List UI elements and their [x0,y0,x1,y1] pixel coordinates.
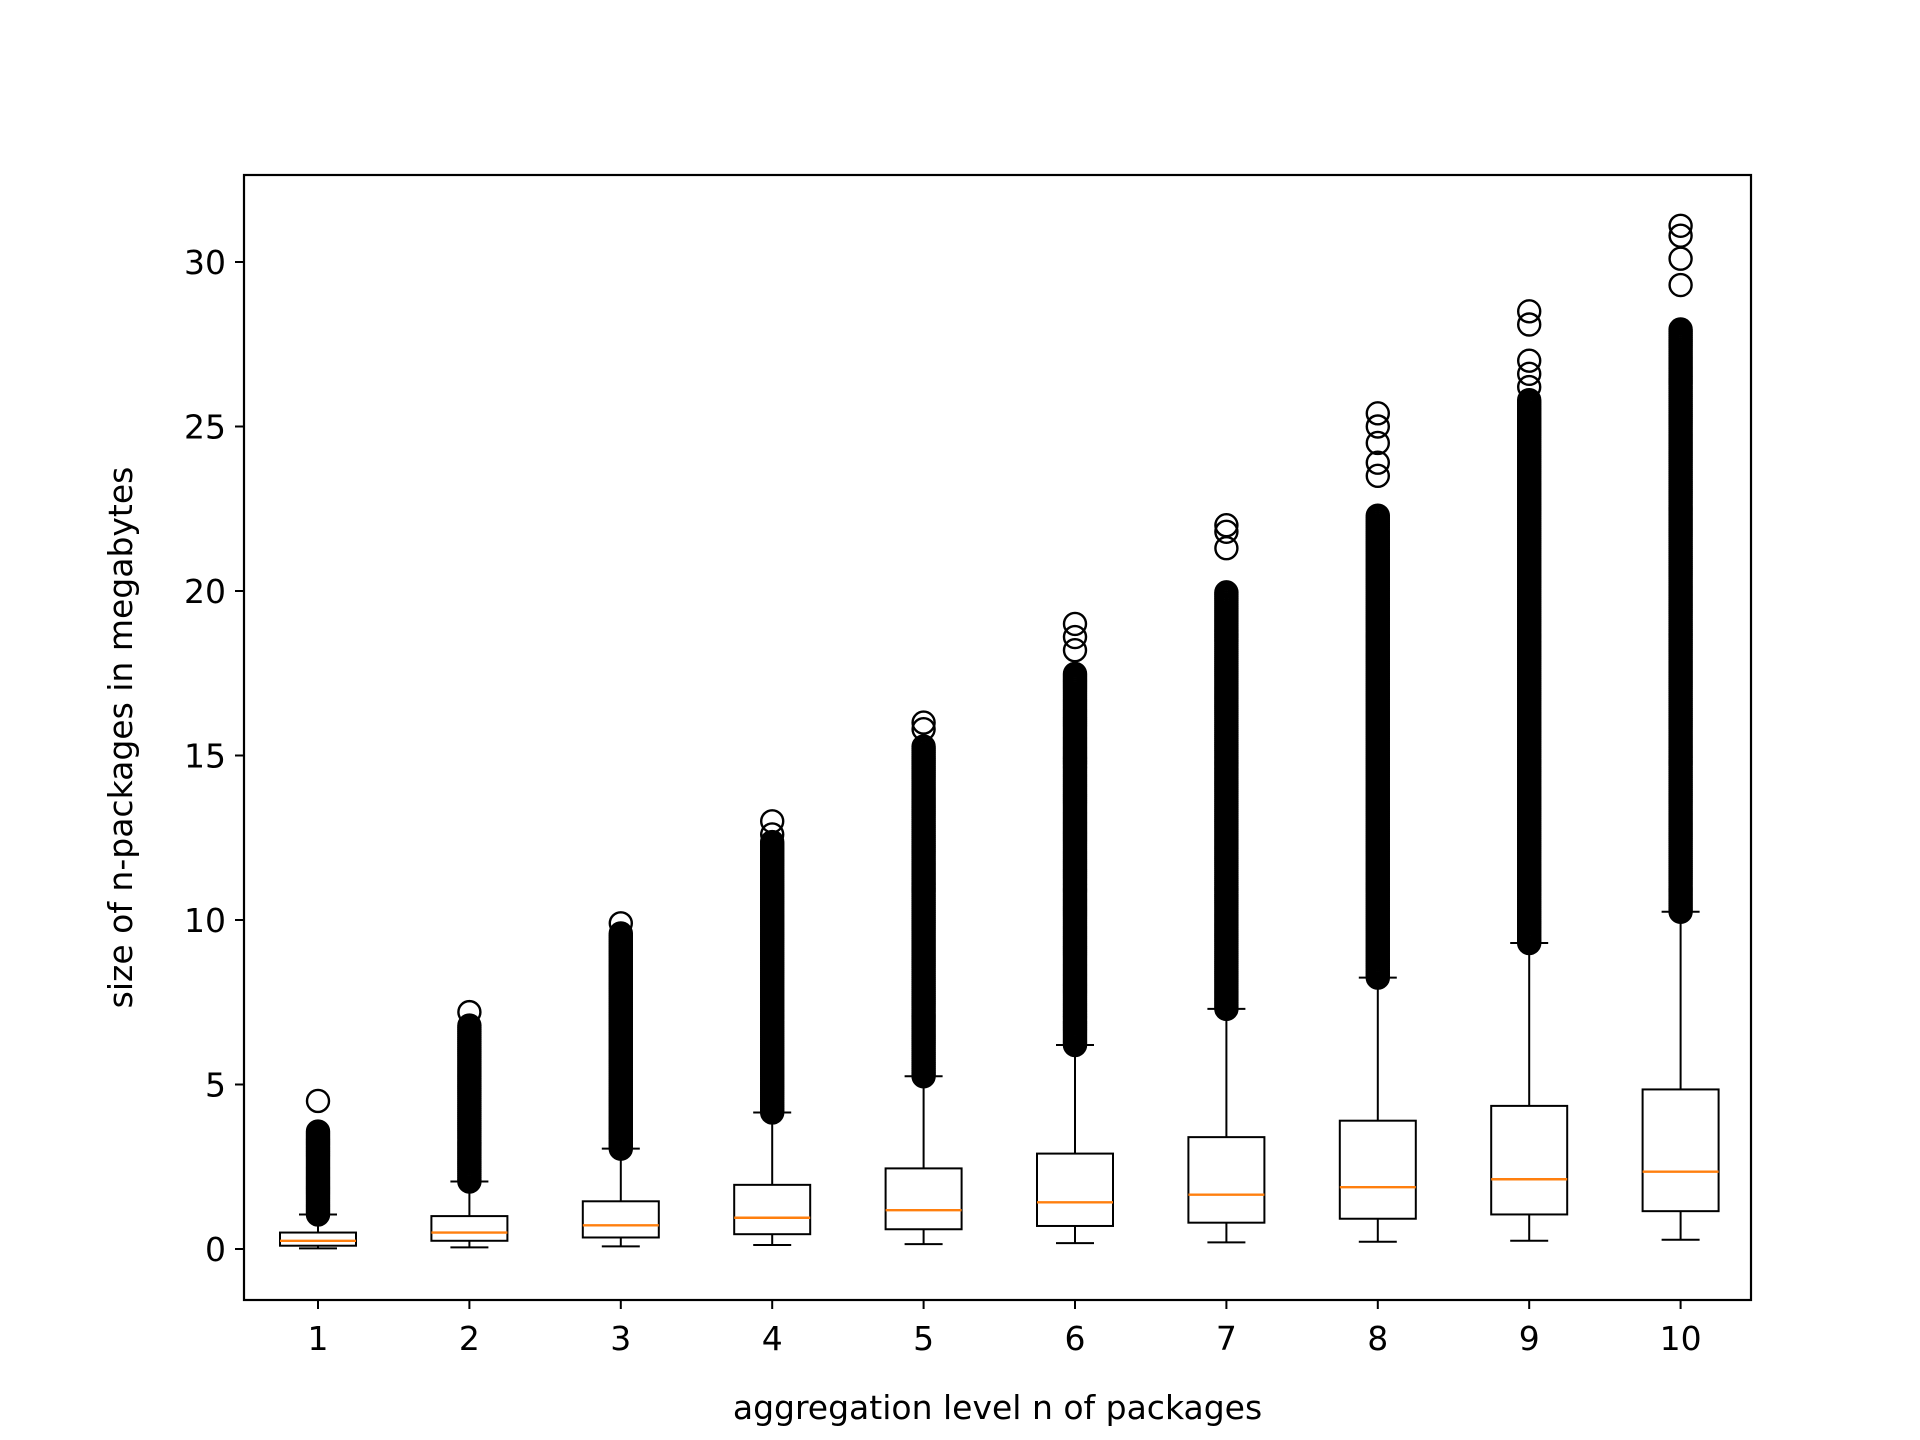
flier-point [1062,661,1088,687]
iqr-box [430,1215,509,1242]
box-group-8 [1338,401,1417,1243]
box-group-10 [1641,213,1720,1241]
flier-point [1516,387,1542,413]
outlier-point [1516,374,1542,400]
y-tick-label: 20 [184,572,226,611]
x-tick-label: 2 [459,1319,480,1358]
outlier-point [1062,638,1088,663]
outlier-point [457,999,482,1025]
box-group-6 [1036,611,1114,1245]
outlier-point [1062,624,1088,650]
iqr-box [733,1183,812,1236]
x-tick-label: 8 [1367,1319,1388,1358]
outlier-point [1365,430,1391,456]
outlier-point [1668,223,1693,248]
x-tick-label: 7 [1216,1319,1237,1358]
y-axis-label: size of n-packages in megabytes [101,467,140,1009]
axes-frame [242,173,1753,1302]
y-tick-label: 25 [184,408,226,447]
flier-point [1365,503,1391,528]
iqr-box [1490,1104,1569,1216]
flier-point [1214,580,1239,605]
iqr-box [279,1231,357,1247]
y-tick-label: 0 [205,1230,226,1269]
x-tick-label: 1 [308,1319,329,1358]
box-group-4 [733,809,812,1247]
iqr-box [1641,1088,1720,1213]
iqr-box [1187,1136,1266,1224]
box-group-7 [1187,513,1266,1244]
flier-point [305,1119,331,1144]
outlier-point [1365,450,1391,475]
outlier-point [1668,213,1693,239]
box-group-5 [884,710,963,1246]
outlier-point [1365,414,1391,439]
iqr-box [884,1167,963,1231]
y-tick-label: 5 [205,1066,226,1105]
flier-point [911,734,936,759]
outlier-point [1062,611,1088,637]
flier-point [457,1013,482,1038]
outlier-point [1516,312,1542,337]
outlier-point [911,716,936,742]
outlier-point [1214,513,1239,538]
flier-point [760,829,785,855]
outlier-point [1365,401,1391,426]
outlier-point [760,809,785,834]
outlier-point [1516,348,1542,373]
flier-point [608,921,633,946]
box-group-2 [430,999,509,1249]
box-group-9 [1490,299,1569,1242]
outlier-point [1516,299,1542,324]
box-group-3 [581,911,660,1248]
x-tick-label: 9 [1519,1319,1540,1358]
x-axis-label: aggregation level n of packages [733,1388,1262,1427]
box-group-1 [279,1088,357,1250]
outlier-point [911,710,936,735]
iqr-box [1036,1152,1114,1227]
outlier-point [760,822,785,847]
outlier-point [1516,361,1542,387]
outlier-point [1668,272,1693,298]
x-tick-label: 3 [610,1319,631,1358]
outlier-point [1365,463,1391,489]
outlier-point [305,1088,331,1114]
plot-area [279,213,1720,1250]
y-tick-label: 30 [184,243,226,282]
y-tick-label: 15 [184,737,226,776]
iqr-box [581,1200,660,1239]
x-tick-label: 4 [762,1319,783,1358]
axis-ticks: 0 5 10 15 20 25 30 1 2 3 4 5 6 7 8 9 10 [184,243,1702,1358]
x-tick-label: 6 [1065,1319,1086,1358]
y-tick-label: 10 [184,901,226,940]
flier-point [1668,317,1693,342]
x-tick-label: 5 [913,1319,934,1358]
outlier-point [1214,519,1239,544]
x-tick-label: 10 [1660,1319,1702,1358]
iqr-box [1338,1119,1417,1220]
outlier-point [608,911,633,936]
